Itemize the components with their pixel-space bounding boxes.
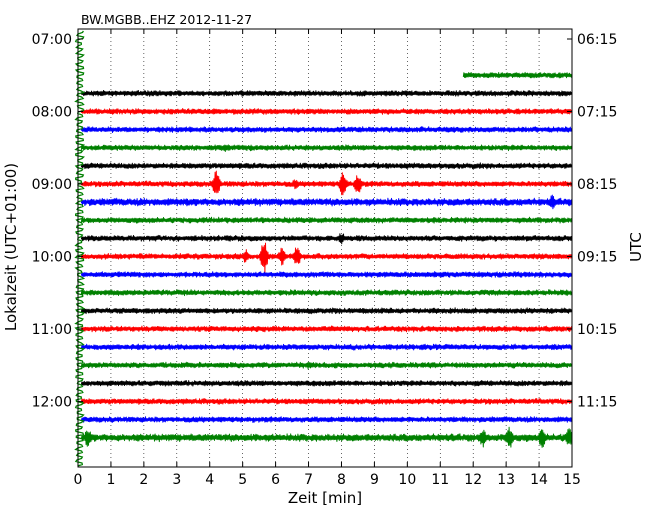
- y-axis-label-left: Lokalzeit (UTC+01:00): [2, 163, 20, 331]
- right-tick-label: 08:15: [577, 177, 617, 193]
- trace-row-2: [462, 71, 573, 79]
- trace-row-16: [80, 325, 572, 333]
- right-tick-labels: 06:15 07:15 08:15 09:15 10:15 11:15: [577, 32, 617, 410]
- trace-row-11: [80, 233, 572, 245]
- left-tick-labels: 07:00 08:00 09:00 10:00 11:00 12:00: [32, 32, 72, 410]
- x-tick-label: 6: [271, 472, 280, 488]
- axis-ticks: [77, 29, 573, 467]
- x-tick-label: 3: [172, 472, 181, 488]
- right-tick-label: 07:15: [577, 104, 617, 120]
- trace-row-10: [80, 216, 572, 224]
- trace-row-5: [80, 126, 572, 133]
- traces-layer: [74, 30, 573, 467]
- trace-row-6: [80, 144, 572, 152]
- left-tick-label: 11:00: [32, 322, 72, 338]
- x-tick-label: 5: [238, 472, 247, 488]
- x-tick-label: 8: [337, 472, 346, 488]
- trace-row-4: [80, 108, 572, 115]
- right-tick-label: 11:15: [577, 394, 617, 410]
- x-tick-label: 15: [563, 472, 581, 488]
- x-tick-label: 7: [304, 472, 313, 488]
- trace-row-22: [80, 426, 572, 448]
- trace-row-19: [80, 379, 572, 387]
- x-tick-label: 9: [370, 472, 379, 488]
- trace-row-8: [80, 170, 572, 196]
- x-tick-label: 1: [106, 472, 115, 488]
- x-tick-label: 0: [74, 472, 83, 488]
- right-tick-label: 10:15: [577, 322, 617, 338]
- x-tick-label: 11: [431, 472, 449, 488]
- trace-row-17: [80, 343, 572, 351]
- left-tick-label: 12:00: [32, 394, 72, 410]
- x-axis-label: Zeit [min]: [288, 489, 362, 507]
- trace-row-7: [80, 162, 572, 170]
- right-tick-label: 09:15: [577, 249, 617, 265]
- y-axis-label-right: UTC: [627, 232, 645, 262]
- trace-row-21: [80, 416, 572, 423]
- plot-frame: [77, 28, 573, 468]
- left-tick-label: 07:00: [32, 32, 72, 48]
- trace-row-3: [80, 90, 572, 97]
- trace-row-12: [80, 242, 572, 273]
- x-tick-label: 10: [398, 472, 416, 488]
- trace-row-13: [80, 271, 572, 278]
- x-tick-label: 4: [205, 472, 214, 488]
- x-tick-label: 2: [139, 472, 148, 488]
- trace-row-15: [80, 307, 572, 315]
- trace-row-9: [80, 194, 572, 210]
- left-tick-label: 10:00: [32, 249, 72, 265]
- onset-transient: [74, 30, 86, 467]
- right-tick-label: 06:15: [577, 32, 617, 48]
- x-tick-label: 12: [464, 472, 482, 488]
- left-tick-label: 09:00: [32, 177, 72, 193]
- trace-row-14: [80, 289, 572, 297]
- x-tick-label: 13: [497, 472, 515, 488]
- x-tick-label: 14: [530, 472, 548, 488]
- trace-row-20: [80, 398, 572, 405]
- chart-title: BW.MGBB..EHZ 2012-11-27: [81, 12, 252, 27]
- left-tick-label: 08:00: [32, 104, 72, 120]
- trace-row-18: [80, 361, 572, 370]
- x-tick-labels: 0 1 2 3 4 5 6 7 8 9 10 11 12 13 14 15: [74, 472, 581, 488]
